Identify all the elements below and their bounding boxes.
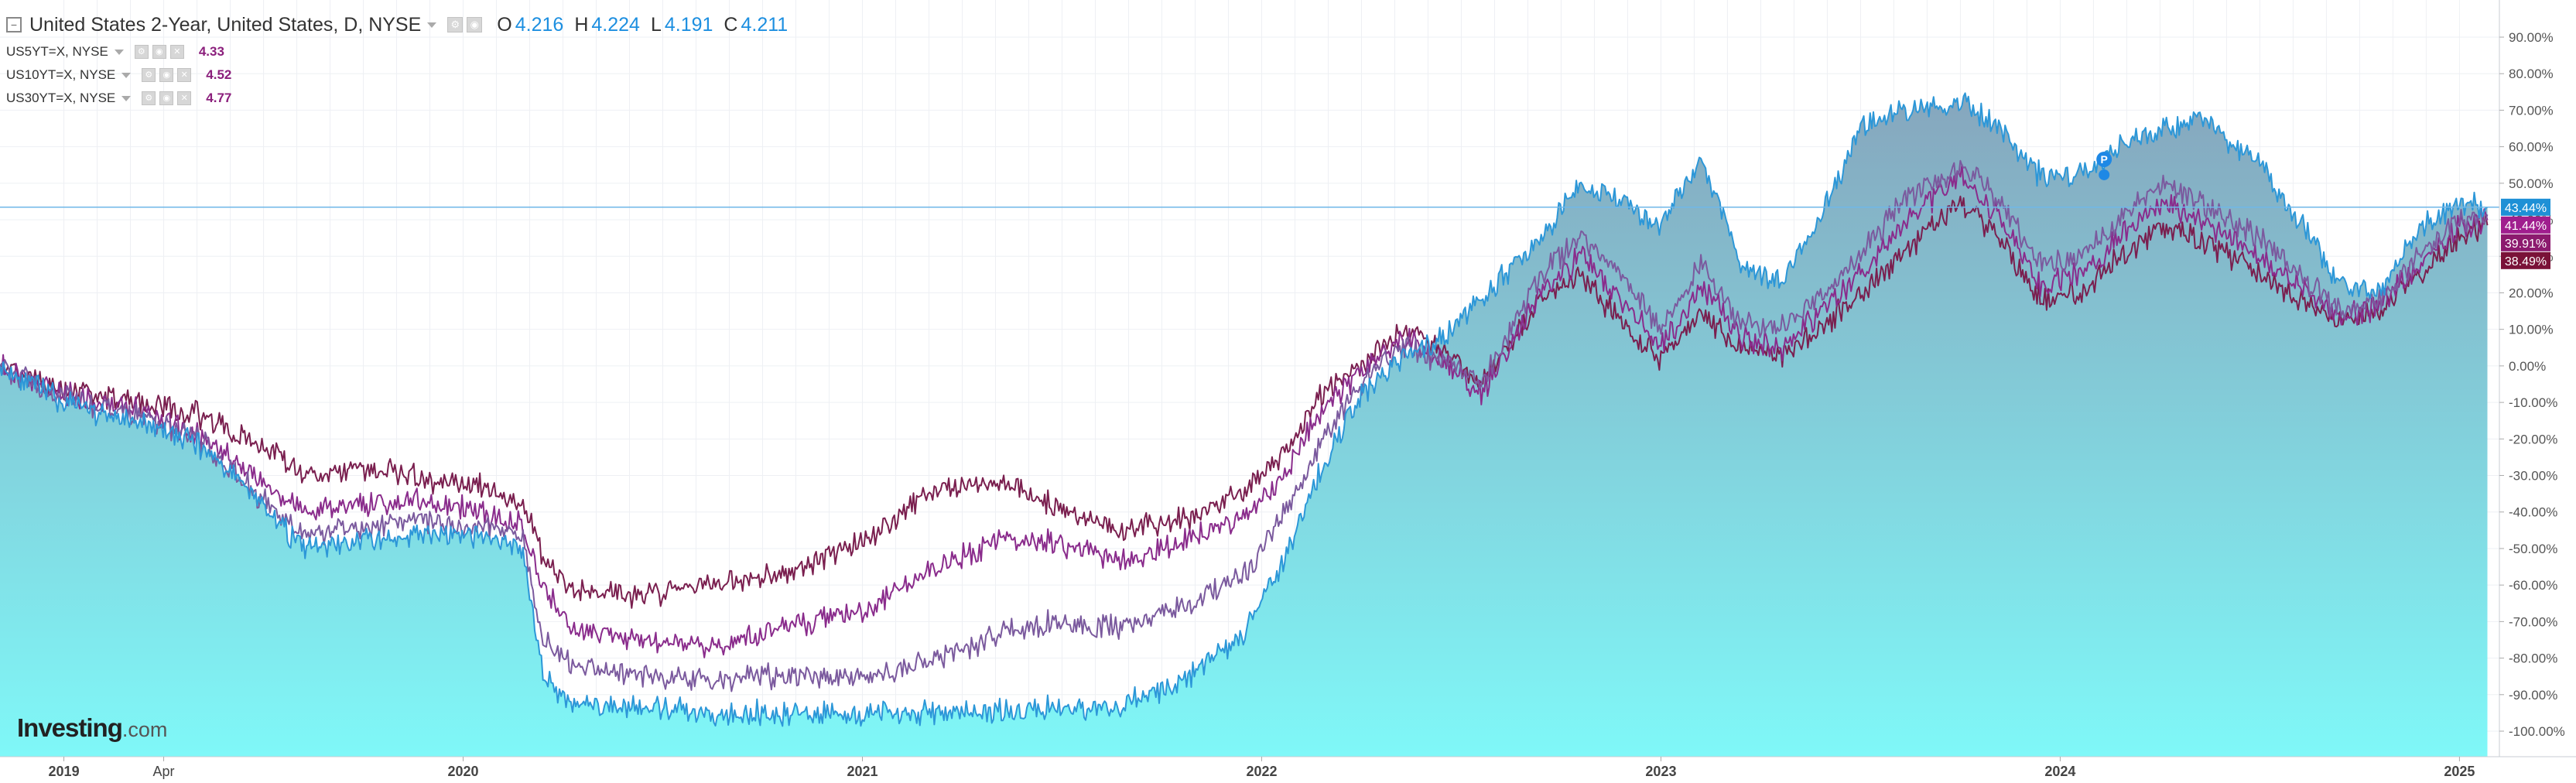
chevron-down-icon[interactable] (121, 72, 132, 78)
legend: − United States 2-Year, United States, D… (6, 9, 788, 110)
x-tick-label: Apr (153, 764, 175, 779)
close-icon[interactable]: ✕ (169, 45, 184, 59)
series-title: United States 2-Year, United States, D, … (29, 13, 422, 36)
series-line-us5y (0, 159, 2489, 692)
y-tick-label: 10.00% (2509, 323, 2554, 337)
compare-series-legend: US30YT=X, NYSE ⚙ ◉ ✕ 4.77 (6, 87, 788, 110)
y-tick-label: -60.00% (2509, 578, 2557, 593)
hide-icon[interactable]: ◉ (152, 45, 166, 59)
pin-head (2096, 151, 2112, 167)
hide-icon[interactable]: ◉ (159, 91, 174, 105)
close-value: 4.211 (741, 13, 789, 36)
high-value: 4.224 (591, 13, 640, 36)
compare-label-us5y: US5YT=X, NYSE (6, 44, 108, 59)
series-line-us10y (0, 164, 2489, 658)
y-tick-label: 80.00% (2509, 67, 2554, 81)
x-tick-label: 2020 (448, 764, 479, 779)
x-tick-label: 2023 (1645, 764, 1676, 779)
settings-icon[interactable]: ⚙ (447, 17, 464, 32)
chevron-down-icon[interactable] (114, 49, 124, 55)
x-tick-label: 2019 (49, 764, 80, 779)
y-tick-label: -100.00% (2509, 724, 2565, 739)
compare-series-legend: US5YT=X, NYSE ⚙ ◉ ✕ 4.33 (6, 40, 788, 63)
y-tick-label: -30.00% (2509, 469, 2557, 484)
y-tick-label: 60.00% (2509, 140, 2554, 155)
last-value-badge (2501, 216, 2550, 234)
series-line-us2y (0, 92, 2488, 727)
x-axis[interactable]: 2019 Apr 2020 2021 2022 2023 2024 2025 (0, 756, 2576, 779)
last-value-text: 39.91% (2505, 238, 2547, 251)
collapse-icon[interactable]: − (6, 17, 22, 32)
x-tick-label: 2022 (1246, 764, 1277, 779)
y-tick-label: -90.00% (2509, 688, 2557, 703)
y-tick-label: -40.00% (2509, 505, 2557, 520)
compare-label-us10y: US10YT=X, NYSE (6, 67, 116, 82)
open-label: O (497, 13, 512, 36)
last-value-badge (2501, 234, 2550, 251)
low-value: 4.191 (664, 13, 713, 36)
settings-icon[interactable]: ⚙ (142, 91, 156, 105)
x-tick-label: 2021 (847, 764, 877, 779)
last-value-text: 43.44% (2505, 202, 2547, 215)
compare-last-us5y: 4.33 (198, 44, 224, 59)
brand-suffix: .com (121, 718, 168, 741)
x-tick-label: 2024 (2044, 764, 2075, 779)
y-tick-label: -80.00% (2509, 651, 2557, 666)
last-value-text: 41.44% (2505, 220, 2547, 233)
main-series-legend: − United States 2-Year, United States, D… (6, 9, 788, 40)
pin-label: P (2101, 153, 2108, 166)
y-tick-label: -70.00% (2509, 614, 2557, 629)
last-value-labels: 43.44% 41.44% 39.91% 38.49% (2501, 198, 2550, 269)
close-icon[interactable]: ✕ (177, 68, 192, 82)
y-tick-label: 90.00% (2509, 30, 2554, 45)
close-label: C (724, 13, 738, 36)
close-icon[interactable]: ✕ (177, 91, 192, 105)
hide-icon[interactable]: ◉ (467, 17, 483, 32)
chevron-down-icon[interactable] (427, 22, 437, 28)
compare-label-us30y: US30YT=X, NYSE (6, 91, 116, 105)
hide-icon[interactable]: ◉ (159, 68, 174, 82)
y-tick-label: -50.00% (2509, 542, 2557, 556)
y-tick-label: 20.00% (2509, 286, 2554, 300)
pin-dot (2099, 169, 2110, 180)
y-tick-label: 0.00% (2509, 359, 2546, 374)
low-label: L (650, 13, 662, 36)
compare-series-legend: US10YT=X, NYSE ⚙ ◉ ✕ 4.52 (6, 63, 788, 87)
y-axis[interactable]: 90.00%80.00%70.00%60.00%50.00%40.00%30.0… (2499, 0, 2565, 757)
open-value: 4.216 (515, 13, 564, 36)
high-label: H (574, 13, 589, 36)
y-tick-label: 70.00% (2509, 103, 2554, 118)
last-value-text: 38.49% (2505, 255, 2547, 268)
pin-marker-icon[interactable]: P (2096, 151, 2112, 180)
chevron-down-icon[interactable] (121, 95, 132, 101)
brand-name: Investing (17, 713, 123, 742)
compare-last-us10y: 4.52 (206, 67, 232, 82)
y-tick-label: 50.00% (2509, 176, 2554, 191)
plot-area[interactable] (0, 92, 2489, 757)
series-line-us30y (0, 195, 2489, 609)
settings-icon[interactable]: ⚙ (142, 68, 156, 82)
x-tick-label: 2025 (2444, 764, 2475, 779)
compare-last-us30y: 4.77 (206, 91, 232, 105)
investing-logo: Investing.com (17, 713, 167, 743)
series-area-us2y (0, 93, 2488, 757)
last-value-badge (2501, 251, 2550, 269)
y-tick-label: -20.00% (2509, 432, 2557, 446)
last-value-badge (2501, 198, 2550, 216)
settings-icon[interactable]: ⚙ (134, 45, 149, 59)
y-tick-label: -10.00% (2509, 395, 2557, 410)
